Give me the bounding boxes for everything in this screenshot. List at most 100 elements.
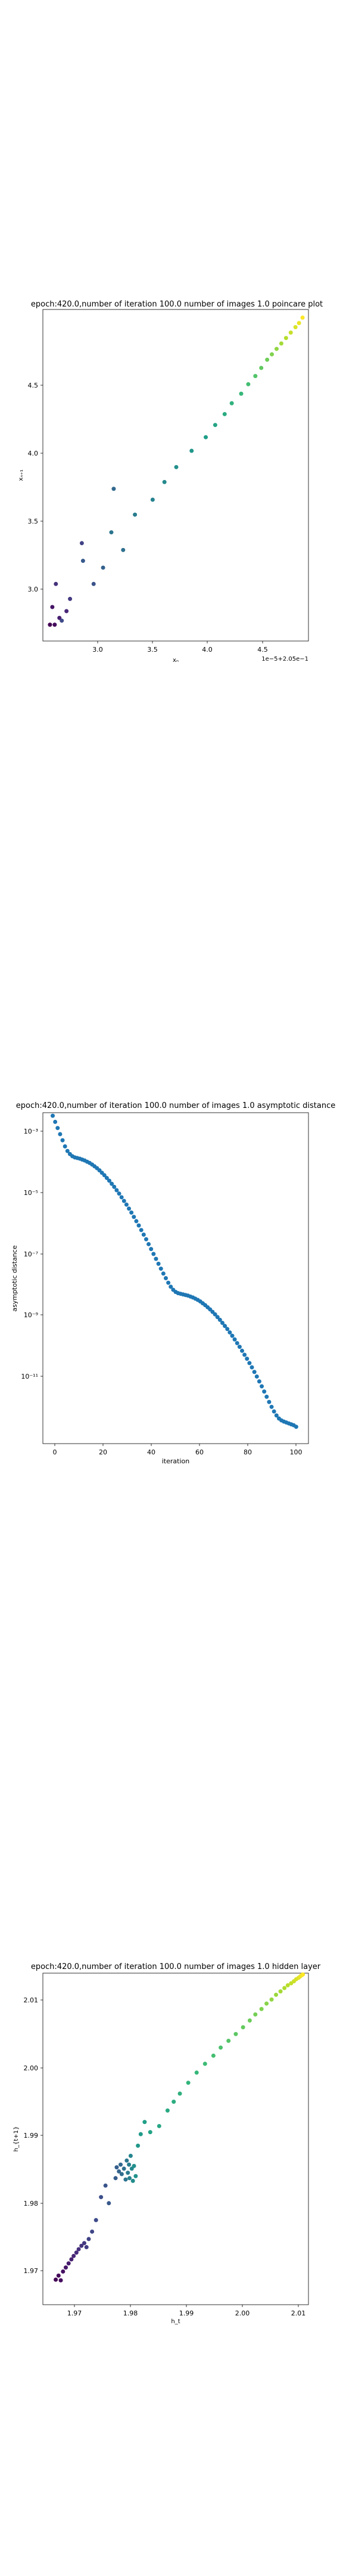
data-point	[144, 1237, 148, 1241]
y-tick-label: 3.5	[28, 518, 39, 525]
data-point	[269, 1404, 274, 1409]
data-point	[93, 2218, 98, 2222]
data-point	[109, 530, 114, 535]
data-point	[50, 605, 55, 609]
data-point	[63, 1144, 67, 1149]
data-point	[79, 541, 84, 546]
data-point	[136, 1223, 141, 1228]
data-point	[204, 435, 208, 439]
data-point	[133, 2174, 138, 2178]
data-point	[154, 1256, 158, 1261]
data-point	[121, 2166, 126, 2171]
data-point	[259, 2007, 264, 2011]
data-point	[104, 1175, 109, 1180]
data-point	[110, 1181, 114, 1186]
data-point	[123, 2177, 128, 2182]
data-point	[246, 382, 251, 386]
asymptotic-distance-chart: epoch:420.0,number of iteration 100.0 nu…	[11, 1101, 335, 1465]
data-point	[126, 2171, 130, 2175]
data-point	[158, 1267, 163, 1271]
y-tick-label: 10⁻⁷	[24, 1250, 38, 1258]
x-tick-label: 4.5	[257, 646, 268, 654]
y-axis-label: h_{t+1}	[13, 2126, 20, 2152]
data-point	[269, 1997, 274, 2002]
hidden-layer-chart: epoch:420.0,number of iteration 100.0 nu…	[13, 1962, 321, 2325]
data-point	[112, 1184, 117, 1189]
data-point	[102, 1173, 107, 1178]
data-point	[166, 1280, 171, 1285]
data-point	[71, 2253, 76, 2258]
data-point	[142, 2120, 147, 2125]
data-point	[250, 1365, 254, 1370]
data-point	[60, 1138, 65, 1143]
data-point	[297, 321, 301, 326]
data-point	[103, 2183, 108, 2188]
y-ticks: 10⁻³ 10⁻⁵ 10⁻⁷ 10⁻⁹ 10⁻¹¹	[21, 1128, 43, 1380]
data-point	[239, 391, 244, 396]
plot-frame	[42, 1112, 309, 1444]
data-point	[264, 2001, 269, 2006]
data-point	[294, 1425, 298, 1429]
data-point	[58, 2278, 63, 2283]
data-point	[257, 1379, 261, 1384]
chart-title: epoch:420.0,number of iteration 100.0 nu…	[16, 1101, 335, 1110]
data-point	[130, 2178, 135, 2183]
data-point	[56, 2273, 61, 2278]
x-ticks: 3.0 3.5 4.0 4.5	[92, 641, 268, 654]
data-point	[283, 336, 288, 340]
chart-title: epoch:420.0,number of iteration 100.0 nu…	[31, 300, 323, 309]
data-point	[150, 497, 155, 502]
chart-title: epoch:420.0,number of iteration 100.0 nu…	[31, 1962, 321, 1971]
data-point	[119, 2162, 123, 2167]
x-tick-label: 4.0	[202, 646, 213, 654]
data-point	[55, 1126, 60, 1131]
data-point	[219, 2045, 223, 2050]
data-point	[226, 2038, 231, 2043]
data-point	[74, 2250, 79, 2255]
data-point	[65, 1148, 70, 1153]
x-axis-label: h_t	[171, 2318, 180, 2325]
data-point	[274, 1992, 279, 1997]
data-point	[223, 1324, 227, 1329]
data-point	[189, 448, 194, 453]
data-point	[69, 2257, 74, 2262]
data-point	[134, 1219, 139, 1224]
y-tick-label: 2.00	[24, 2064, 39, 2072]
data-point	[107, 1178, 111, 1183]
y-tick-label: 1.99	[24, 2132, 39, 2140]
data-point	[80, 559, 85, 564]
data-point	[270, 352, 275, 357]
data-point	[169, 1284, 173, 1289]
data-point	[111, 487, 116, 491]
x-tick-label: 60	[195, 1448, 204, 1456]
data-point	[220, 1321, 224, 1326]
data-point	[235, 1340, 239, 1345]
data-point	[229, 401, 234, 405]
data-point	[233, 2032, 238, 2036]
data-point	[254, 1374, 259, 1379]
data-point	[253, 374, 258, 379]
data-point	[51, 1113, 55, 1118]
data-point	[202, 2061, 207, 2066]
data-point	[282, 1986, 287, 1990]
data-point	[267, 1400, 272, 1404]
data-point	[215, 1315, 220, 1320]
x-tick-label: 0	[53, 1448, 57, 1456]
data-point	[141, 1233, 146, 1237]
y-tick-label: 10⁻⁵	[24, 1189, 38, 1197]
plot-frame	[42, 1973, 309, 2305]
data-point	[186, 2080, 191, 2085]
data-point	[163, 1276, 168, 1280]
y-ticks: 3.0 3.5 4.0 4.5	[28, 382, 43, 593]
data-point	[132, 1215, 136, 1219]
data-point	[274, 346, 279, 351]
data-point	[121, 1199, 126, 1203]
data-point	[240, 1348, 244, 1353]
data-point	[245, 1357, 250, 1361]
y-ticks: 1.97 1.98 1.99 2.00 2.01	[24, 1996, 43, 2275]
x-tick-label: 20	[99, 1448, 107, 1456]
data-point	[156, 1261, 161, 1266]
data-point	[300, 315, 305, 320]
data-point	[242, 1352, 247, 1357]
y-tick-label: 2.01	[24, 1996, 39, 2004]
